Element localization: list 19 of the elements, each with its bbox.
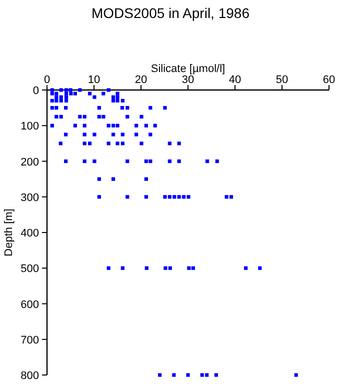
y-tick-label: 100: [20, 120, 39, 133]
y-tick-label: 800: [20, 370, 39, 382]
x-tick-label: 20: [134, 74, 148, 86]
x-axis-title: Silicate [µmol/l]: [150, 63, 226, 75]
y-tick-label: 500: [20, 263, 39, 276]
y-axis-title: Depth [m]: [3, 208, 15, 256]
x-tick-label: 60: [322, 74, 336, 86]
x-tick-label: 0: [44, 74, 50, 86]
y-tick-label: 700: [20, 334, 39, 346]
x-tick-label: 40: [228, 74, 242, 86]
y-tick-label: 0: [32, 85, 39, 97]
chart-title: MODS2005 in April, 1986: [92, 5, 250, 21]
y-tick-label: 200: [20, 156, 39, 168]
x-tick-label: 10: [88, 74, 100, 86]
y-tick-label: 300: [20, 192, 39, 204]
y-tick-label: 600: [20, 298, 39, 311]
x-tick-label: 50: [276, 74, 288, 86]
x-tick-label: 30: [182, 74, 194, 86]
y-tick-label: 400: [20, 228, 39, 240]
